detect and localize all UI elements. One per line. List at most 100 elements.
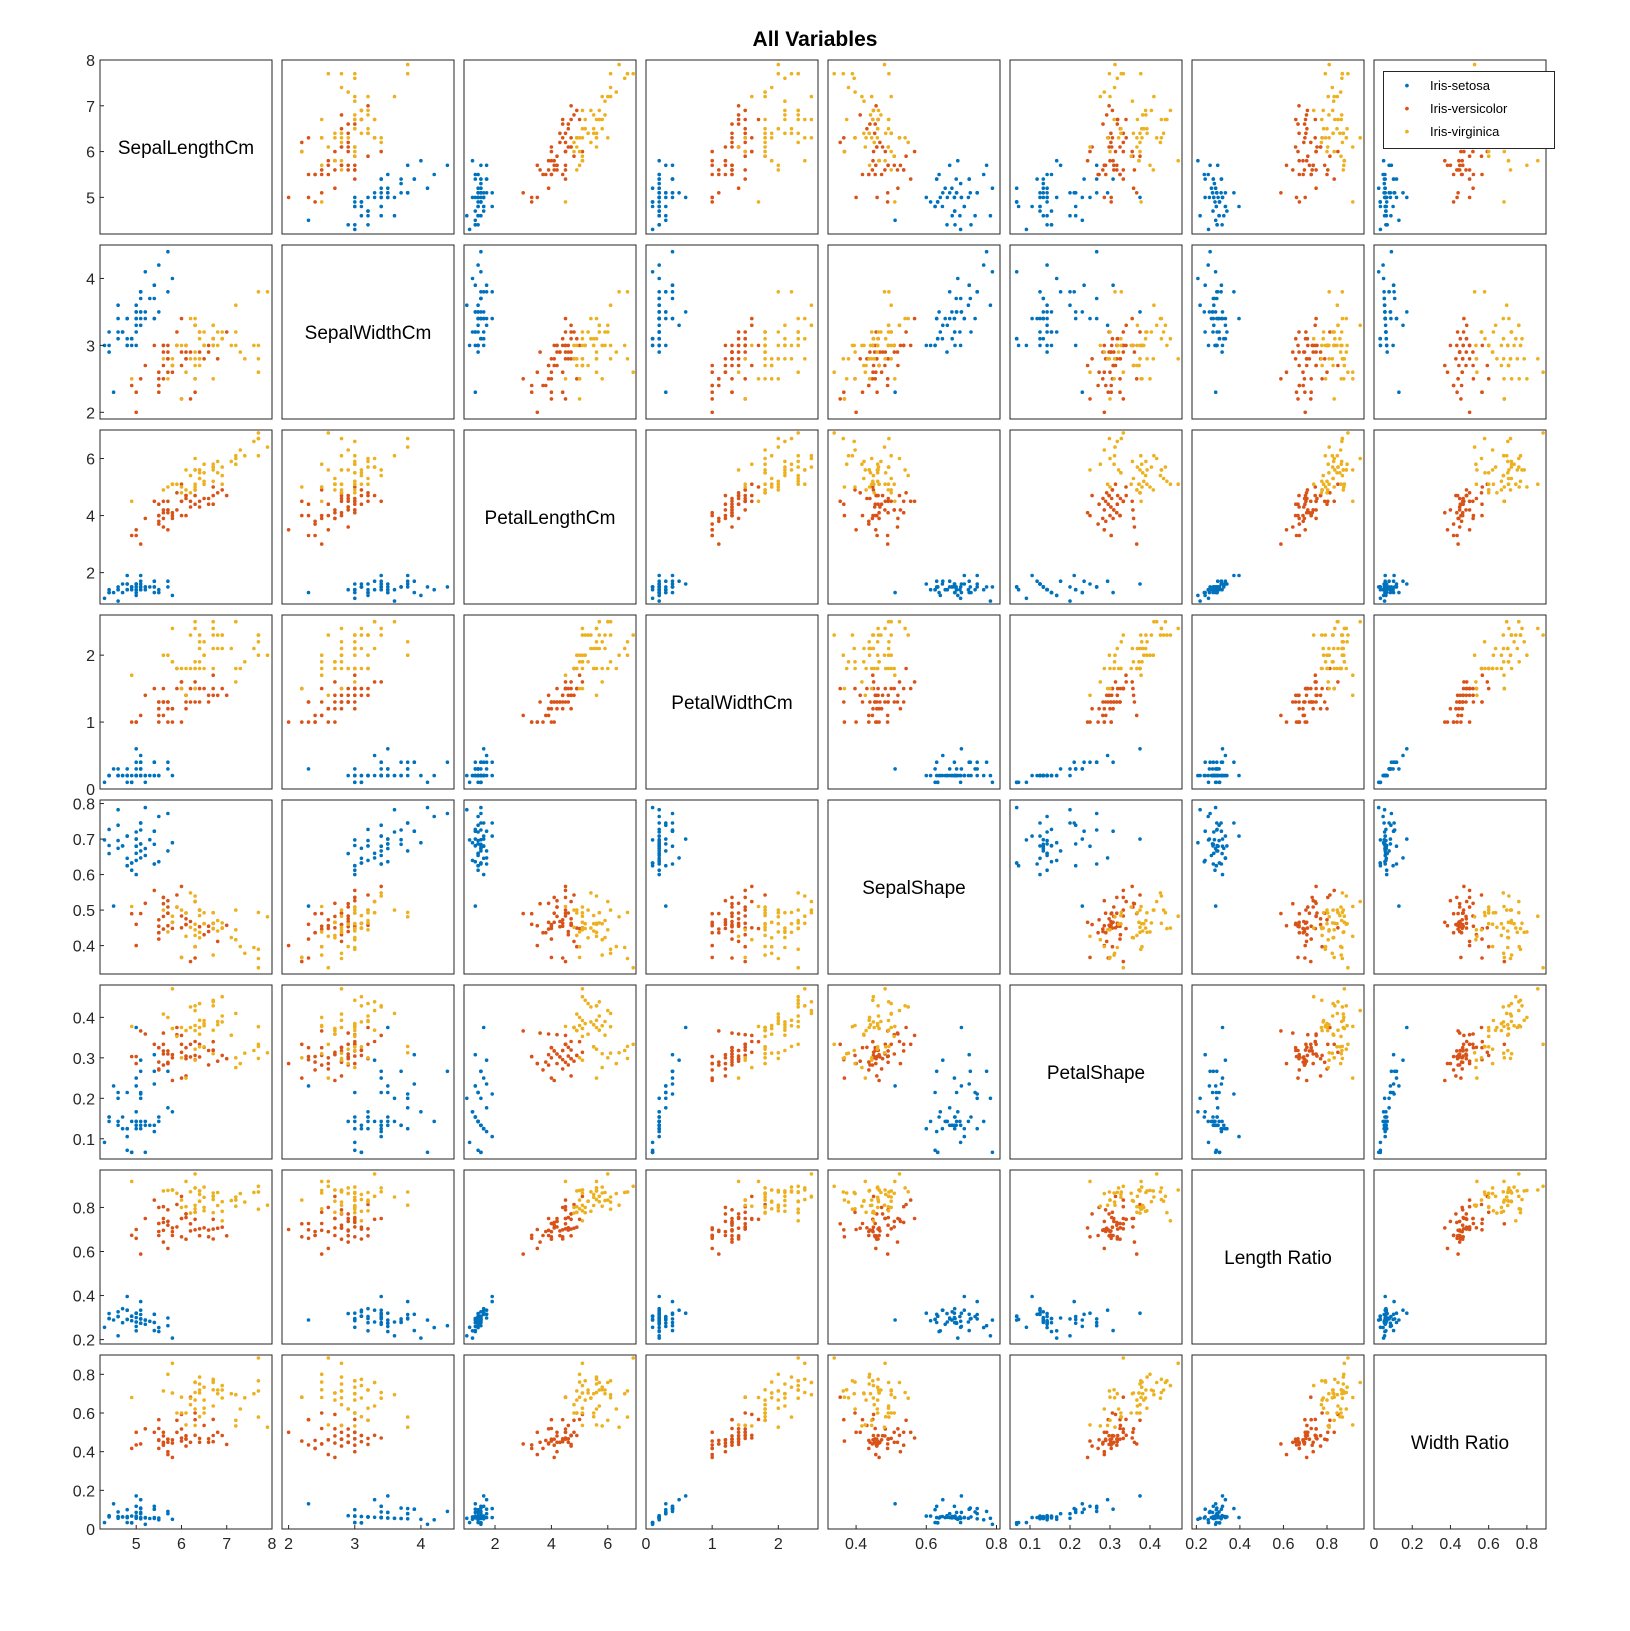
data-point bbox=[1325, 706, 1329, 711]
data-point bbox=[143, 585, 148, 589]
data-point bbox=[1159, 336, 1164, 341]
data-point bbox=[1536, 357, 1540, 361]
subplot-3-2 bbox=[463, 614, 637, 790]
data-point bbox=[886, 646, 891, 651]
data-point bbox=[134, 587, 138, 592]
data-point bbox=[1322, 499, 1327, 504]
data-point bbox=[591, 126, 596, 131]
data-point bbox=[481, 844, 486, 848]
data-point bbox=[1320, 136, 1324, 140]
data-point bbox=[220, 921, 224, 925]
data-point bbox=[933, 204, 937, 209]
data-point bbox=[1467, 168, 1472, 172]
data-point bbox=[600, 377, 604, 381]
data-point bbox=[650, 585, 655, 589]
data-point bbox=[1293, 700, 1298, 704]
data-point bbox=[1212, 296, 1217, 301]
data-point bbox=[769, 944, 774, 949]
data-point bbox=[580, 343, 585, 348]
data-point bbox=[763, 363, 767, 368]
data-point bbox=[484, 290, 489, 294]
data-point bbox=[1388, 767, 1393, 771]
data-point bbox=[544, 930, 548, 935]
data-point bbox=[1102, 350, 1107, 354]
data-point bbox=[1121, 370, 1126, 375]
data-point bbox=[1085, 720, 1090, 724]
data-point bbox=[1223, 323, 1228, 328]
data-point bbox=[333, 476, 337, 481]
data-point bbox=[546, 920, 551, 925]
data-point bbox=[1159, 136, 1164, 140]
data-point bbox=[1163, 323, 1168, 328]
data-point bbox=[1237, 204, 1241, 209]
data-point bbox=[1159, 117, 1164, 122]
data-point bbox=[481, 290, 486, 294]
data-point bbox=[889, 488, 893, 492]
data-point bbox=[1045, 587, 1049, 592]
data-point bbox=[1471, 350, 1475, 354]
data-point bbox=[862, 99, 866, 103]
data-point bbox=[366, 131, 370, 136]
data-point bbox=[366, 465, 370, 469]
data-point bbox=[871, 482, 876, 487]
data-point bbox=[346, 525, 351, 529]
y-tick-label: 6 bbox=[86, 145, 95, 162]
data-point bbox=[1458, 693, 1463, 698]
data-point bbox=[549, 370, 554, 375]
data-point bbox=[1480, 700, 1484, 704]
data-point bbox=[1455, 700, 1459, 704]
data-point bbox=[563, 343, 568, 348]
data-point bbox=[882, 653, 887, 657]
data-point bbox=[1085, 920, 1090, 925]
data-point bbox=[953, 223, 957, 227]
data-point bbox=[1121, 350, 1126, 354]
data-point bbox=[346, 145, 351, 149]
data-point bbox=[1216, 195, 1220, 200]
data-point bbox=[1176, 626, 1180, 631]
data-point bbox=[549, 357, 554, 361]
data-point bbox=[134, 310, 138, 314]
data-point bbox=[877, 706, 881, 711]
data-point bbox=[872, 350, 877, 354]
data-point bbox=[193, 456, 197, 461]
data-point bbox=[1279, 713, 1283, 718]
data-point bbox=[326, 431, 331, 435]
data-point bbox=[473, 773, 478, 778]
data-point bbox=[1499, 363, 1504, 368]
data-point bbox=[631, 71, 635, 76]
data-point bbox=[1296, 502, 1300, 507]
data-point bbox=[1387, 290, 1391, 294]
data-point bbox=[188, 919, 193, 924]
data-point bbox=[366, 482, 370, 487]
data-point bbox=[1301, 158, 1305, 163]
subplot-4-4: SepalShape bbox=[827, 799, 1001, 975]
subplot-4-3 bbox=[645, 799, 819, 975]
data-point bbox=[967, 283, 971, 288]
data-point bbox=[743, 485, 747, 489]
data-point bbox=[1471, 363, 1475, 368]
data-point bbox=[1108, 94, 1112, 99]
data-point bbox=[1137, 158, 1141, 163]
data-point bbox=[1138, 468, 1142, 472]
data-point bbox=[1054, 158, 1059, 163]
data-point bbox=[372, 587, 377, 592]
data-point bbox=[1111, 283, 1115, 288]
data-point bbox=[215, 471, 220, 475]
data-point bbox=[958, 213, 962, 218]
data-point bbox=[750, 482, 754, 487]
data-point bbox=[372, 191, 377, 195]
data-point bbox=[333, 700, 337, 704]
data-point bbox=[379, 626, 384, 631]
data-point bbox=[184, 350, 188, 354]
data-point bbox=[546, 158, 551, 163]
data-point bbox=[1331, 459, 1336, 464]
data-point bbox=[670, 862, 675, 866]
data-point bbox=[1467, 491, 1472, 495]
data-point bbox=[353, 459, 357, 464]
data-point bbox=[947, 191, 952, 195]
data-point bbox=[1220, 195, 1225, 200]
data-point bbox=[938, 593, 943, 598]
data-point bbox=[1323, 136, 1328, 140]
data-point bbox=[148, 837, 152, 842]
data-point bbox=[1323, 633, 1328, 637]
